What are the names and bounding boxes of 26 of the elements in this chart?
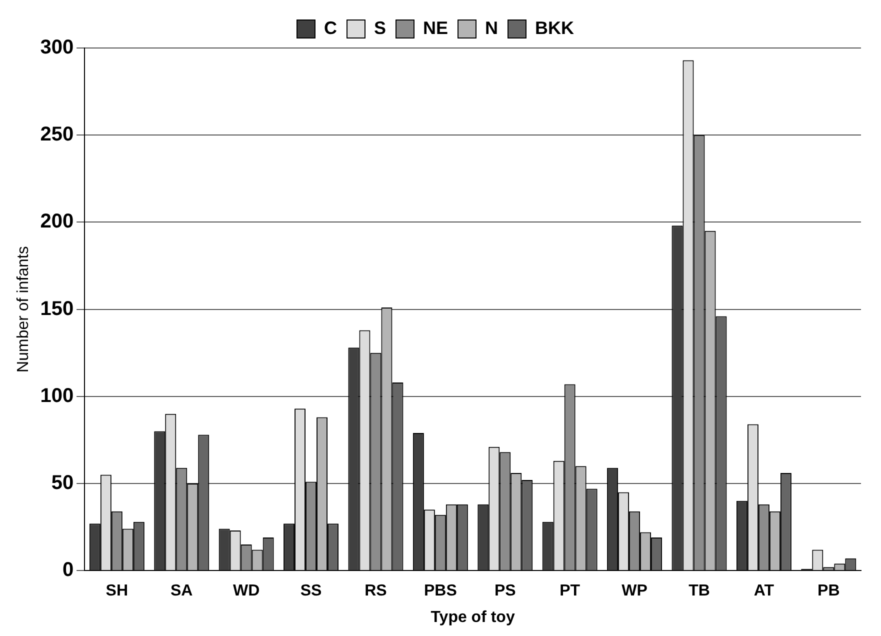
x-tick-label: PS [494,582,516,600]
x-tick-label: SH [106,582,128,600]
x-tick-label: WD [232,582,260,600]
y-tick-label: 100 [40,384,74,407]
legend-label: NE [423,18,448,38]
y-axis-title: Number of infants [15,246,32,372]
x-tick-label: SS [300,582,322,600]
legend-label: N [485,18,498,38]
y-tick-label: 200 [40,210,74,233]
x-tick-label: TB [688,582,710,600]
y-tick-label: 150 [40,298,74,320]
legend-label: BKK [535,18,574,38]
legend-label: S [374,18,386,38]
legend-label: C [324,18,337,38]
x-tick-label: PB [818,582,840,600]
x-tick-label: WP [622,582,648,600]
y-tick-label: 300 [40,36,74,59]
x-tick-label: SA [170,582,194,600]
y-tick-label: 50 [51,472,74,494]
x-axis-title: Type of toy [430,608,515,626]
x-tick-label: AT [754,582,774,600]
x-tick-label: PBS [424,582,458,600]
y-tick-label: 0 [62,559,74,582]
x-tick-label: PT [560,582,580,600]
x-tick-label: RS [364,582,388,600]
y-tick-label: 250 [40,124,74,146]
